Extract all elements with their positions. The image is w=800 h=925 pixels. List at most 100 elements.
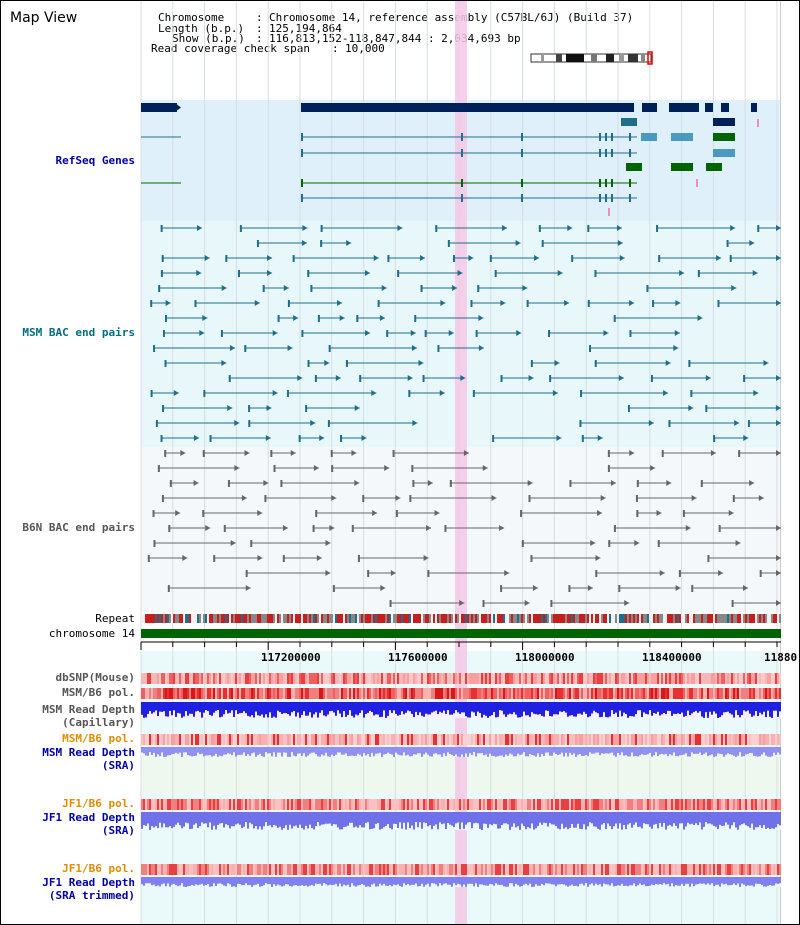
heat-cell [663, 864, 665, 875]
heat-cell [205, 799, 207, 810]
heat-cell [275, 799, 277, 810]
bac-end-arrow [272, 390, 278, 396]
depth-bar [387, 812, 389, 825]
depth-bar [437, 877, 439, 887]
depth-bar [739, 877, 741, 887]
heat-cell [583, 799, 585, 810]
heat-cell [179, 864, 181, 875]
info-length-value: 125,194,864 [269, 22, 342, 35]
heat-cell [527, 688, 529, 699]
bac-end [658, 255, 661, 262]
depth-bar [579, 812, 581, 829]
bac-end [656, 225, 659, 232]
depth-bar [749, 877, 751, 886]
depth-bar [225, 702, 227, 711]
depth-bar [379, 702, 381, 718]
heat-cell [181, 864, 183, 875]
depth-bar [191, 747, 193, 757]
heat-cell [697, 799, 699, 810]
depth-bar [437, 812, 439, 830]
heat-cell [537, 734, 539, 745]
heat-cell [219, 799, 221, 810]
heat-cell [251, 864, 253, 875]
depth-bar [297, 812, 299, 828]
bac-end-arrow [440, 300, 446, 306]
heat-cell [387, 864, 389, 875]
depth-bar [723, 877, 725, 885]
heat-cell [447, 799, 449, 810]
heat-cell [747, 673, 749, 684]
repeat-segment [309, 614, 311, 623]
heat-cell [283, 864, 285, 875]
heat-cell [183, 864, 185, 875]
repeat-segment [201, 614, 203, 623]
heat-cell [225, 864, 227, 875]
heat-cell [453, 799, 455, 810]
depth-bar [617, 747, 619, 753]
heat-cell [281, 864, 283, 875]
repeat-segment [517, 614, 519, 623]
depth-bar [541, 812, 543, 825]
heat-cell [363, 864, 365, 875]
heat-cell [749, 688, 751, 699]
heat-cell [743, 799, 745, 810]
depth-bar [669, 702, 671, 711]
bac-end [530, 555, 533, 562]
heat-cell [271, 734, 273, 745]
depth-bar [707, 877, 709, 884]
repeat-segment [751, 614, 753, 623]
heat-cell [577, 799, 579, 810]
depth-bar [209, 702, 211, 715]
heat-cell [431, 688, 433, 699]
depth-bar [249, 702, 251, 717]
heat-cell [565, 864, 567, 875]
bac-end [657, 540, 660, 547]
heat-cell [731, 864, 733, 875]
repeat-segment [523, 614, 525, 623]
heat-cell [437, 799, 439, 810]
heat-cell [779, 864, 781, 875]
depth-bar [561, 702, 563, 712]
depth-bar [163, 747, 165, 757]
heat-cell [501, 734, 503, 745]
bac-end-arrow [567, 225, 573, 231]
depth-bar [289, 812, 291, 825]
depth-bar [319, 877, 321, 884]
depth-bar [175, 877, 177, 886]
depth-bar [347, 877, 349, 885]
depth-bar [535, 812, 537, 829]
heat-cell [195, 799, 197, 810]
heat-cell [477, 688, 479, 699]
axis-tick-label: 117600000 [388, 651, 448, 664]
repeat-segment [477, 614, 479, 623]
heat-cell [225, 673, 227, 684]
heat-cell [349, 673, 351, 684]
heat-cell [591, 799, 593, 810]
depth-bar [267, 702, 269, 718]
heat-cell [495, 734, 497, 745]
depth-bar [591, 812, 593, 824]
depth-bar [761, 812, 763, 829]
depth-bar [601, 702, 603, 717]
depth-bar [479, 702, 481, 714]
heat-cell [395, 688, 397, 699]
heat-cell [743, 673, 745, 684]
depth-bar [147, 812, 149, 824]
depth-bar [381, 812, 383, 829]
bac-end [520, 510, 523, 517]
depth-bar [375, 812, 377, 824]
depth-bar [471, 812, 473, 829]
depth-bar [713, 877, 715, 887]
repeat-segment [295, 614, 297, 623]
heat-cell [351, 864, 353, 875]
label-chromosome: chromosome 14 [48, 627, 135, 640]
heat-cell [543, 864, 545, 875]
heat-cell [611, 688, 613, 699]
heat-cell [529, 673, 531, 684]
heat-cell [461, 799, 463, 810]
repeat-segment [699, 614, 701, 623]
heat-cell [491, 864, 493, 875]
repeat-segment [337, 614, 339, 623]
bac-end-arrow [597, 435, 603, 441]
